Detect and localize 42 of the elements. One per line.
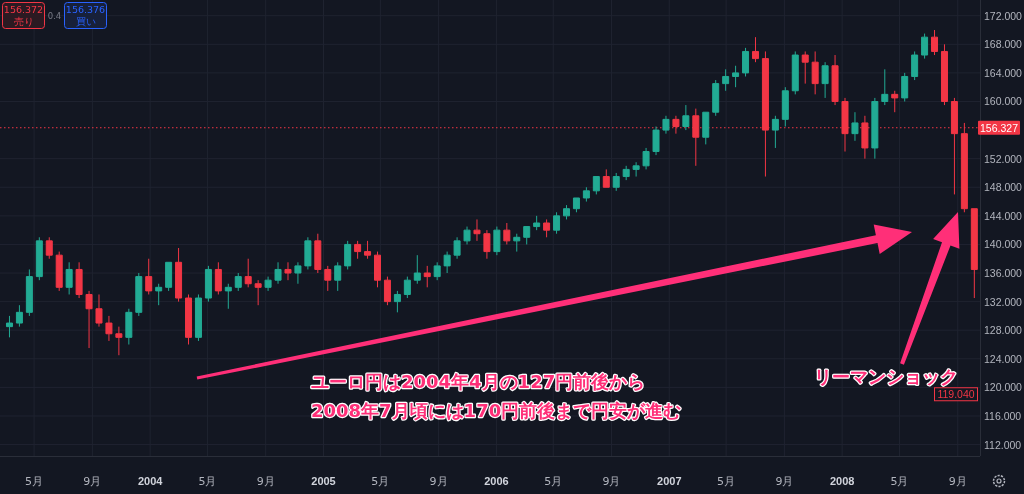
x-tick-label: 5月	[198, 474, 217, 488]
x-tick-label: 5月	[890, 474, 909, 488]
y-tick-label: 160.000	[984, 95, 1022, 108]
x-tick-label: 9月	[429, 474, 448, 488]
annotation: 2008年7月頃には170円前後まで円安が進む	[311, 399, 682, 421]
x-tick-label: 2004	[137, 475, 163, 487]
y-tick-label: 132.000	[984, 295, 1022, 308]
y-tick-label: 136.000	[984, 267, 1022, 280]
x-tick-label: 9月	[948, 474, 967, 488]
annotation: 156.372	[3, 4, 44, 15]
x-tick-label: 5月	[371, 474, 390, 488]
x-tick-label: 2007	[657, 475, 682, 487]
y-tick-label: 148.000	[984, 181, 1022, 194]
price-label: 156.327	[980, 121, 1018, 134]
y-tick-label: 128.000	[984, 324, 1022, 337]
y-tick-label: 144.000	[984, 209, 1022, 222]
y-tick-label: 124.000	[984, 352, 1022, 365]
y-tick-label: 120.000	[984, 381, 1022, 394]
annotation: 買い	[75, 16, 96, 27]
y-tick-label: 152.000	[984, 152, 1022, 165]
x-tick-label: 2005	[311, 475, 336, 487]
x-tick-label: 2006	[484, 475, 509, 487]
x-tick-label: 9月	[775, 474, 794, 488]
annotation: 売り	[13, 16, 34, 27]
x-tick-label: 9月	[256, 474, 275, 488]
x-tick-label: 9月	[602, 474, 621, 488]
annotation: 0.4	[47, 10, 62, 21]
annotation: リーマンショック	[814, 365, 958, 387]
x-tick-label: 5月	[544, 474, 563, 488]
y-tick-label: 172.000	[984, 9, 1022, 22]
x-tick-label: 5月	[717, 474, 736, 488]
x-tick-label: 9月	[83, 474, 102, 488]
y-tick-label: 168.000	[984, 38, 1022, 51]
x-tick-label: 2008	[829, 475, 855, 487]
price-label: 119.040	[937, 388, 975, 401]
y-tick-label: 116.000	[984, 409, 1022, 422]
annotation: ユーロ円は2004年4月の127円前後から	[311, 370, 646, 392]
y-tick-label: 164.000	[984, 66, 1022, 79]
x-tick-label: 5月	[25, 474, 44, 488]
annotation: 156.376	[65, 4, 106, 15]
y-tick-label: 112.000	[984, 438, 1022, 451]
y-tick-label: 140.000	[984, 238, 1022, 251]
